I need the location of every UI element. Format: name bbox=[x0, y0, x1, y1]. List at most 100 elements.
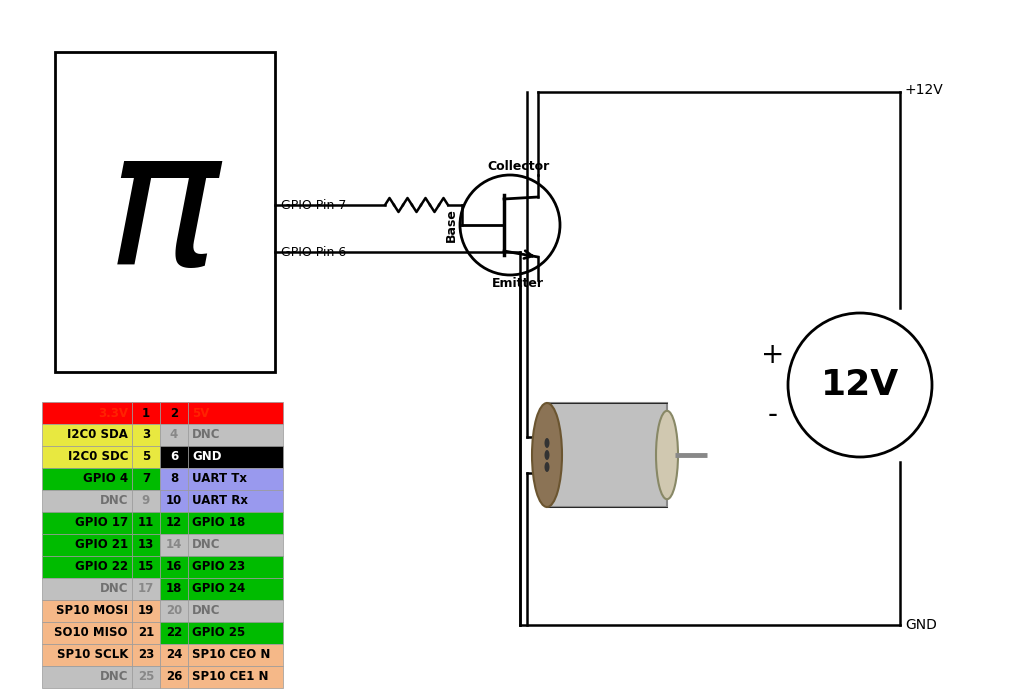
Text: GND: GND bbox=[193, 451, 221, 464]
Text: Base: Base bbox=[445, 208, 458, 242]
Ellipse shape bbox=[532, 403, 562, 507]
Text: 23: 23 bbox=[138, 648, 155, 661]
Text: UART Rx: UART Rx bbox=[193, 495, 248, 507]
Bar bbox=[160, 402, 188, 424]
Text: 5: 5 bbox=[142, 451, 151, 464]
Bar bbox=[160, 556, 188, 578]
Text: 3: 3 bbox=[142, 428, 151, 442]
Text: +: + bbox=[761, 341, 784, 369]
Text: 24: 24 bbox=[166, 648, 182, 661]
Bar bbox=[132, 578, 160, 600]
Text: SP10 CEO N: SP10 CEO N bbox=[193, 648, 270, 661]
Bar bbox=[42, 556, 132, 578]
Text: $\pi$: $\pi$ bbox=[106, 122, 223, 303]
Bar bbox=[42, 534, 132, 556]
Bar bbox=[160, 578, 188, 600]
Text: GPIO 25: GPIO 25 bbox=[193, 627, 246, 639]
Ellipse shape bbox=[545, 462, 550, 472]
Text: UART Tx: UART Tx bbox=[193, 473, 247, 486]
Text: 12V: 12V bbox=[821, 368, 899, 402]
Text: I2C0 SDC: I2C0 SDC bbox=[68, 451, 128, 464]
Bar bbox=[132, 468, 160, 490]
Text: DNC: DNC bbox=[99, 670, 128, 683]
Text: 19: 19 bbox=[138, 605, 155, 618]
Text: DNC: DNC bbox=[193, 428, 220, 442]
Text: GPIO 18: GPIO 18 bbox=[193, 516, 246, 529]
Text: DNC: DNC bbox=[193, 605, 220, 618]
Text: GND: GND bbox=[905, 618, 937, 632]
Bar bbox=[132, 622, 160, 644]
Bar bbox=[42, 512, 132, 534]
Text: 5V: 5V bbox=[193, 406, 209, 419]
Text: SP10 CE1 N: SP10 CE1 N bbox=[193, 670, 268, 683]
Bar bbox=[132, 534, 160, 556]
Bar bbox=[188, 666, 283, 688]
Text: GPIO 4: GPIO 4 bbox=[83, 473, 128, 486]
Bar bbox=[160, 600, 188, 622]
Bar bbox=[188, 600, 283, 622]
Bar bbox=[160, 490, 188, 512]
Text: 7: 7 bbox=[142, 473, 151, 486]
Bar bbox=[42, 402, 132, 424]
Text: I2C0 SDA: I2C0 SDA bbox=[68, 428, 128, 442]
Text: 14: 14 bbox=[166, 538, 182, 551]
Text: SO10 MISO: SO10 MISO bbox=[54, 627, 128, 639]
Text: 8: 8 bbox=[170, 473, 178, 486]
Bar bbox=[188, 490, 283, 512]
Bar bbox=[160, 512, 188, 534]
Bar bbox=[42, 644, 132, 666]
Bar bbox=[188, 578, 283, 600]
Bar bbox=[42, 468, 132, 490]
Bar bbox=[160, 424, 188, 446]
Text: 26: 26 bbox=[166, 670, 182, 683]
Text: Collector: Collector bbox=[486, 160, 549, 173]
Text: 1: 1 bbox=[142, 406, 151, 419]
Bar bbox=[160, 468, 188, 490]
Text: 20: 20 bbox=[166, 605, 182, 618]
Bar bbox=[55, 52, 275, 372]
Ellipse shape bbox=[545, 450, 550, 460]
Bar bbox=[132, 446, 160, 468]
Bar bbox=[188, 556, 283, 578]
Text: 9: 9 bbox=[142, 495, 151, 507]
Bar bbox=[132, 402, 160, 424]
Text: 11: 11 bbox=[138, 516, 155, 529]
Bar bbox=[42, 622, 132, 644]
Text: 2: 2 bbox=[170, 406, 178, 419]
Bar bbox=[132, 512, 160, 534]
Text: 18: 18 bbox=[166, 583, 182, 596]
Text: 16: 16 bbox=[166, 560, 182, 574]
Text: 21: 21 bbox=[138, 627, 155, 639]
Bar bbox=[42, 424, 132, 446]
Ellipse shape bbox=[656, 411, 678, 499]
Bar bbox=[42, 666, 132, 688]
Text: GPIO 17: GPIO 17 bbox=[75, 516, 128, 529]
Bar bbox=[42, 578, 132, 600]
Text: SP10 SCLK: SP10 SCLK bbox=[56, 648, 128, 661]
Text: DNC: DNC bbox=[99, 583, 128, 596]
Text: 25: 25 bbox=[138, 670, 155, 683]
Bar bbox=[132, 556, 160, 578]
Bar bbox=[132, 424, 160, 446]
Bar bbox=[188, 424, 283, 446]
Bar bbox=[132, 666, 160, 688]
Bar bbox=[42, 490, 132, 512]
Text: SP10 MOSI: SP10 MOSI bbox=[56, 605, 128, 618]
Text: GPIO Pin 7: GPIO Pin 7 bbox=[281, 198, 346, 211]
Bar bbox=[160, 644, 188, 666]
Bar bbox=[42, 600, 132, 622]
Bar bbox=[188, 644, 283, 666]
Text: 10: 10 bbox=[166, 495, 182, 507]
Text: 3.3V: 3.3V bbox=[98, 406, 128, 419]
Text: DNC: DNC bbox=[99, 495, 128, 507]
Bar bbox=[188, 512, 283, 534]
Bar bbox=[547, 403, 667, 507]
Text: 4: 4 bbox=[170, 428, 178, 442]
Bar bbox=[188, 402, 283, 424]
Bar bbox=[132, 490, 160, 512]
Bar bbox=[42, 446, 132, 468]
Text: 12: 12 bbox=[166, 516, 182, 529]
Text: GPIO Pin 6: GPIO Pin 6 bbox=[281, 245, 346, 258]
Text: -: - bbox=[768, 401, 778, 429]
Text: 22: 22 bbox=[166, 627, 182, 639]
